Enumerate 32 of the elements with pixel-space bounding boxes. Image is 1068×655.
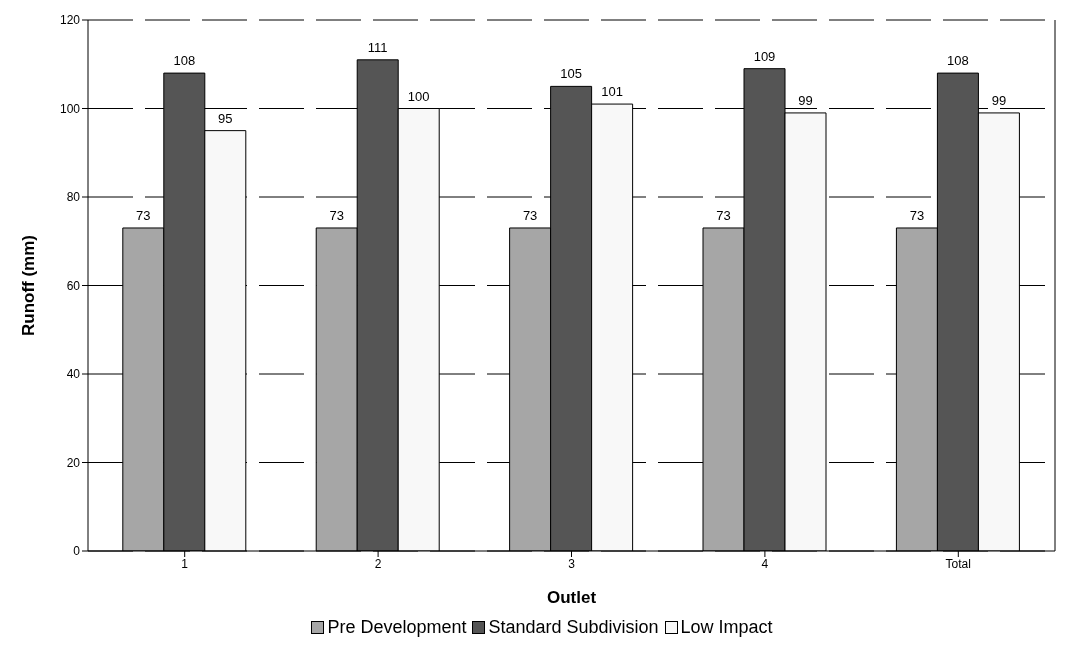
data-label: 73 [716, 207, 731, 223]
legend-label: Pre Development [327, 617, 467, 638]
data-label: 73 [329, 207, 344, 223]
data-label: 73 [522, 207, 538, 223]
data-label: 73 [909, 207, 925, 223]
data-label: 109 [753, 48, 776, 64]
x-tick-label: 4 [761, 556, 769, 571]
y-tick-label: 100 [59, 101, 81, 116]
data-label: 108 [173, 53, 196, 69]
x-tick-label: 2 [374, 556, 382, 571]
y-tick-label: 80 [66, 190, 81, 205]
y-axis-title: Runoff (mm) [19, 234, 39, 337]
data-label: 99 [798, 92, 813, 108]
data-label: 73 [136, 207, 151, 223]
x-tick-label: 1 [181, 556, 189, 571]
data-label: 111 [367, 39, 388, 55]
y-tick-label: 0 [73, 544, 81, 559]
x-axis-title: Outlet [546, 588, 597, 607]
data-label: 99 [991, 92, 1007, 108]
y-tick-label: 40 [66, 367, 81, 382]
y-tick-label: 120 [59, 13, 81, 28]
x-tick-label: 3 [568, 556, 576, 571]
data-label: 100 [407, 88, 430, 104]
data-label: 95 [218, 110, 233, 126]
legend-label: Standard Subdivision [488, 617, 659, 638]
y-tick-label: 60 [66, 278, 81, 293]
y-tick-label: 20 [66, 455, 81, 470]
legend-label: Low Impact [680, 617, 773, 638]
data-label: 108 [947, 53, 969, 69]
data-label: 101 [601, 84, 623, 100]
x-tick-label: Total [945, 556, 971, 571]
data-label: 105 [560, 66, 582, 82]
